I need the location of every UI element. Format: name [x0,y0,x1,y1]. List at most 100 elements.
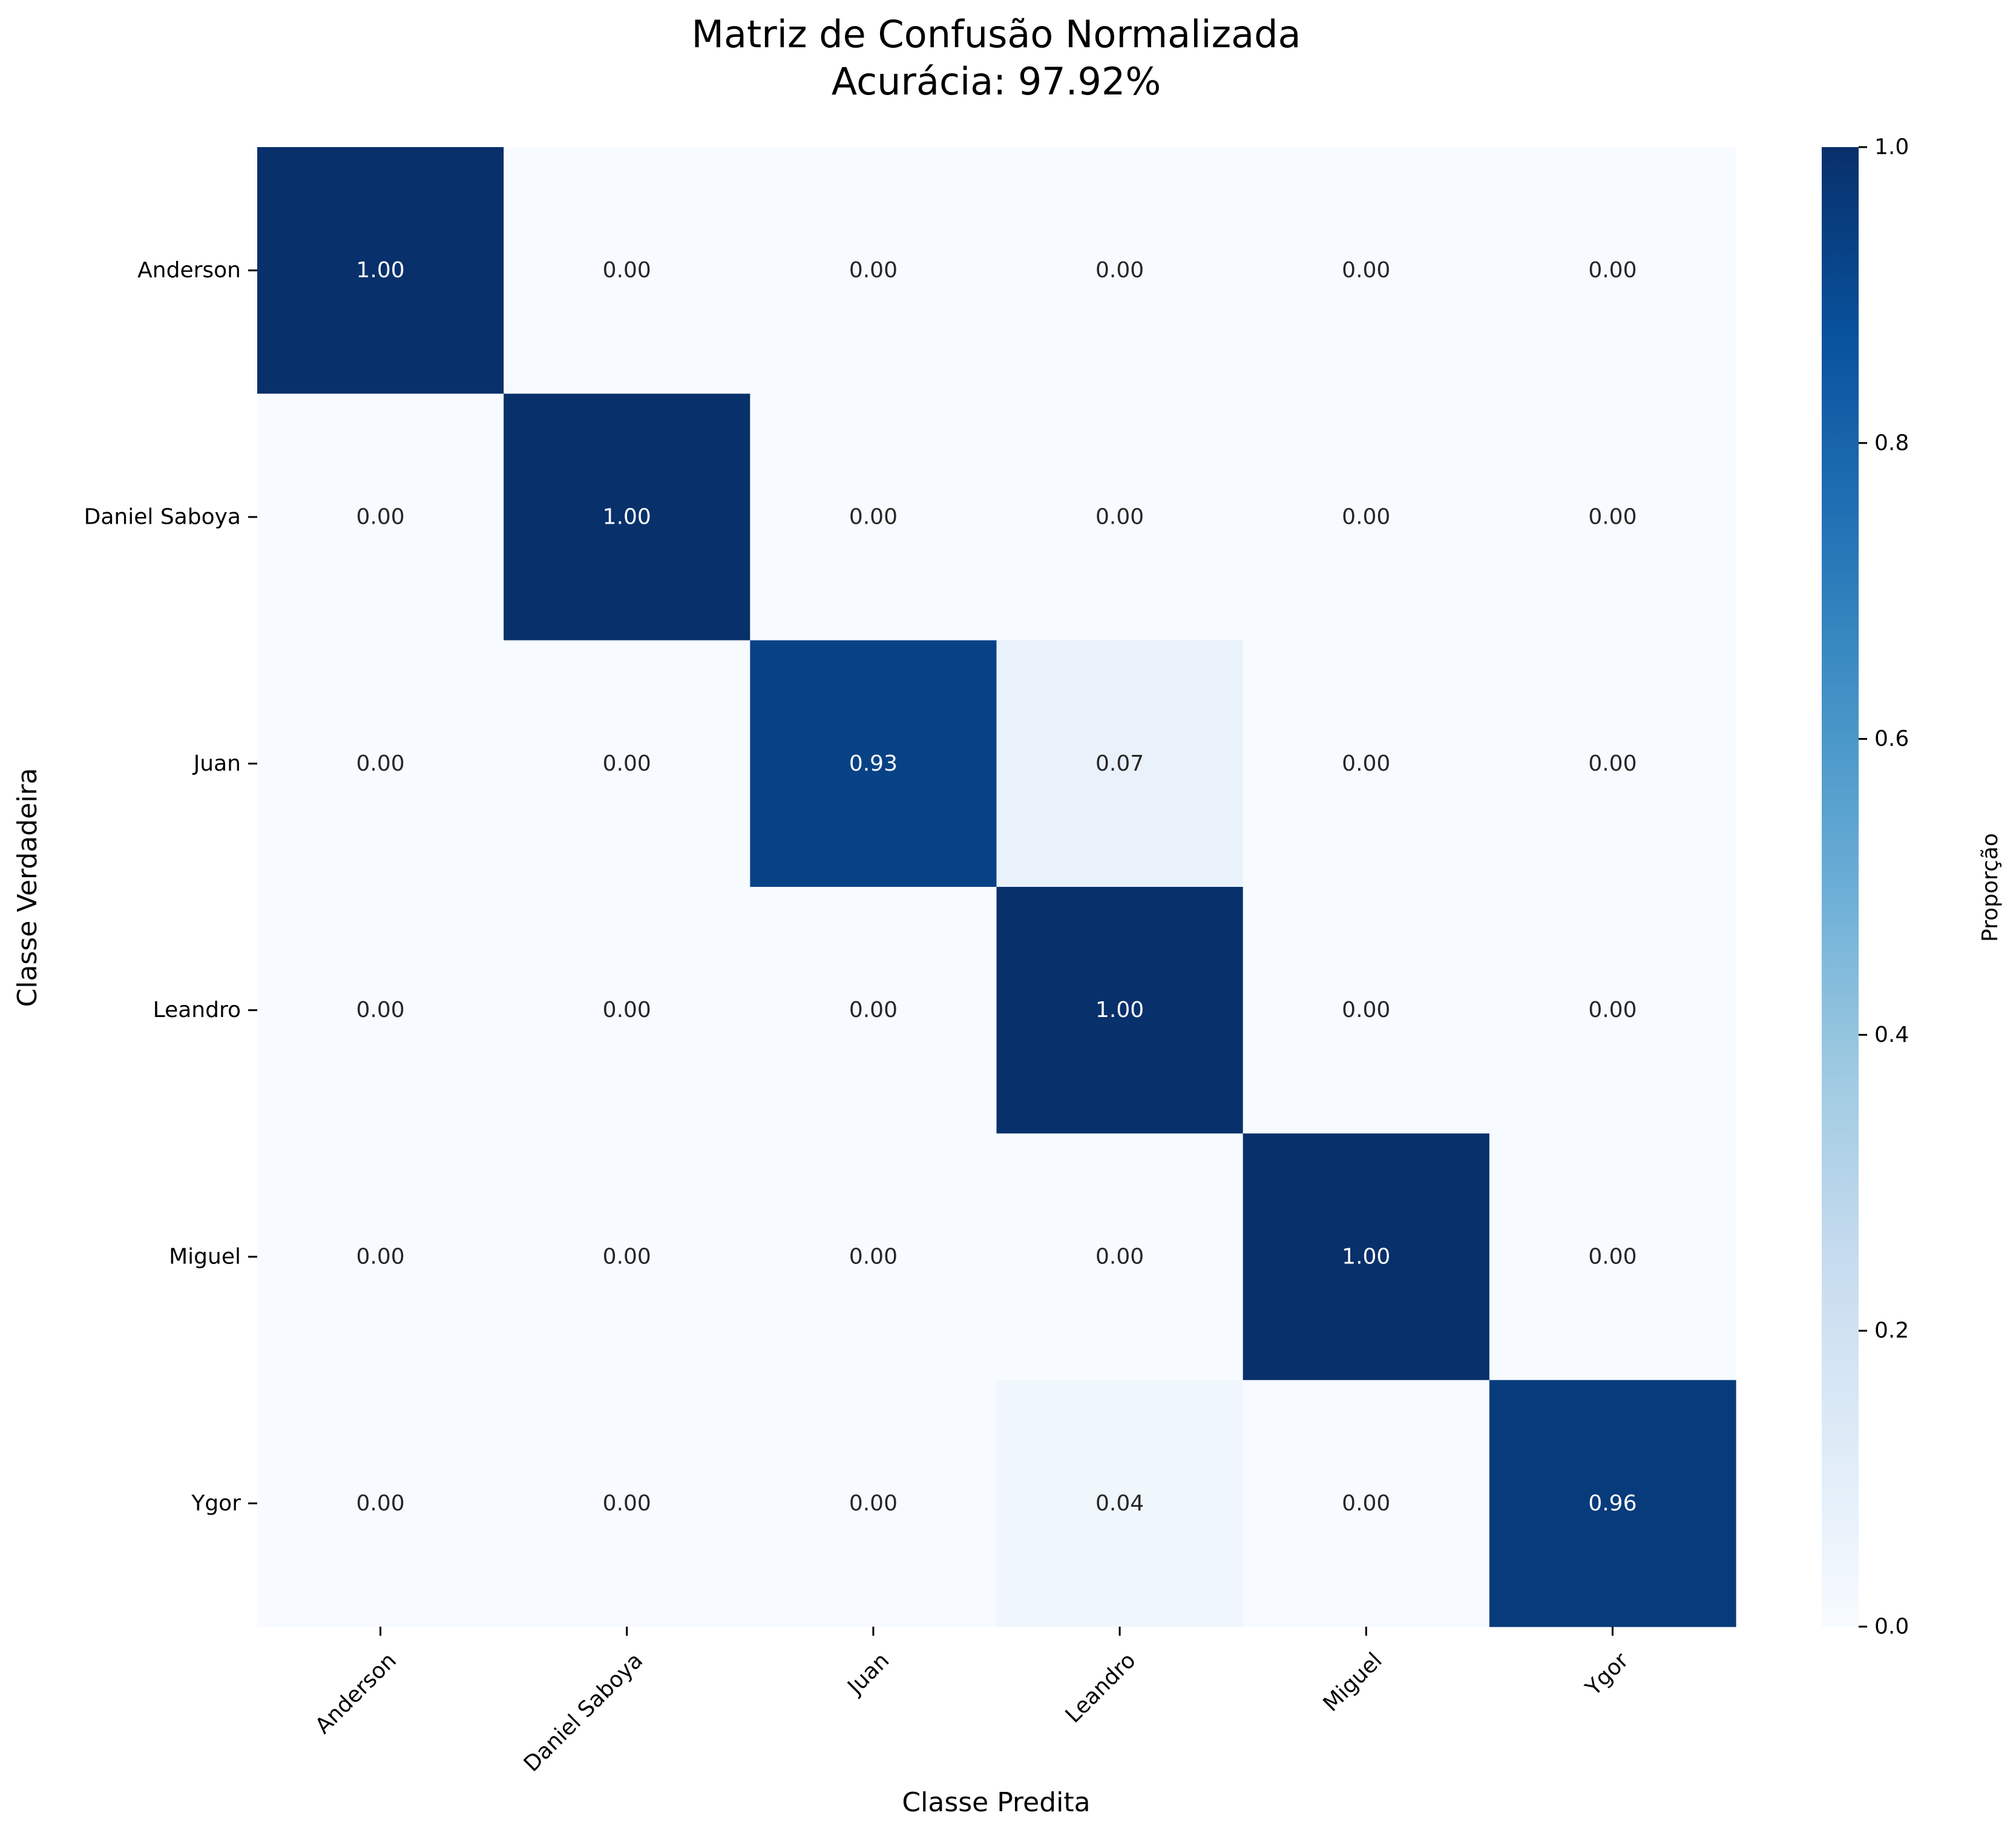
heatmap-cell [257,1133,504,1381]
cell-value-label: 0.00 [1588,998,1637,1022]
heatmap-cell [504,640,750,887]
heatmap-cell [1489,147,1736,394]
colorbar-tick-label: 0.8 [1874,430,1909,455]
y-tick-label: Anderson [137,258,241,283]
heatmap-cell [750,887,997,1134]
cell-value-label: 0.00 [849,1491,898,1516]
heatmap-cell [504,147,750,394]
y-axis-ticks: Anderson Daniel Saboya Juan Leandro Miguel Yg… [84,258,257,1516]
heatmap-cell [996,640,1244,887]
cell-value-label: 0.00 [1342,258,1390,283]
x-axis-ticks: Anderson Daniel Saboya Juan Leandro Miguel Yg… [310,1627,1633,1777]
cell-value-label: 1.00 [1095,998,1144,1022]
heatmap-cell [996,147,1244,394]
cell-value-label: 1.00 [356,258,405,283]
heatmap-cell [257,1380,504,1627]
cell-value-label: 0.00 [1342,998,1390,1022]
heatmap-cell [1489,887,1736,1134]
heatmap-cell [1489,1133,1736,1381]
colorbar-tick-label: 0.2 [1874,1319,1909,1343]
colorbar-tick-label: 0.6 [1874,726,1909,751]
x-tick-label: Leandro [1061,1648,1141,1728]
heatmap-cell [996,887,1244,1134]
cell-value-label: 0.00 [356,998,405,1022]
heatmap-cell [996,393,1244,641]
x-tick-label: Miguel [1319,1648,1387,1716]
heatmap-cell [257,393,504,641]
y-axis-label: Classe Verdadeira [12,768,43,1007]
cell-value-label: 0.00 [849,1245,898,1269]
cell-value-label: 0.00 [603,1491,651,1516]
cell-value-label: 0.00 [603,998,651,1022]
cell-value-label: 0.00 [1342,751,1390,776]
chart-title: Matriz de Confusão Normalizada [692,12,1301,56]
cell-value-label: 0.07 [1095,751,1144,776]
chart-subtitle: Acurácia: 97.92% [832,59,1161,104]
colorbar [1822,147,1859,1627]
heatmap-cell [257,887,504,1134]
cell-value-label: 0.00 [603,1245,651,1269]
heatmap-cell [1243,887,1490,1134]
heatmap-cell [750,640,997,887]
heatmap-cell [504,887,750,1134]
heatmap-cells [257,147,1736,1627]
heatmap-cell [1243,147,1490,394]
cell-value-label: 0.00 [1342,1491,1390,1516]
heatmap-cell [1243,1380,1490,1627]
cell-value-label: 0.04 [1095,1491,1144,1516]
cell-value-label: 0.00 [849,998,898,1022]
heatmap-cell [750,147,997,394]
x-tick-label: Anderson [310,1648,401,1739]
cell-value-label: 0.00 [356,751,405,776]
heatmap-cell [1243,1133,1490,1381]
heatmap-cell [750,1133,997,1381]
cell-value-label: 0.00 [1588,258,1637,283]
cell-value-label: 0.00 [1588,751,1637,776]
y-tick-label: Miguel [169,1245,241,1269]
cell-value-label: 0.00 [603,258,651,283]
colorbar-label: Proporção [1978,833,2003,942]
heatmap-cell [1489,1380,1736,1627]
cell-value-label: 0.00 [356,1245,405,1269]
colorbar-tick-label: 0.4 [1874,1022,1909,1047]
y-tick-label: Juan [192,751,241,776]
cell-value-label: 0.00 [849,258,898,283]
heatmap-cell [1489,393,1736,641]
cell-value-label: 0.00 [356,1491,405,1516]
cell-labels: 1.00 0.00 0.00 0.00 0.00 0.00 0.00 1.00 0.00 0.00… [356,258,1637,1516]
y-tick-label: Ygor [191,1491,241,1516]
x-tick-label: Daniel Saboya [519,1648,648,1776]
cell-value-label: 0.00 [1095,258,1144,283]
heatmap-cell [1243,393,1490,641]
cell-value-label: 0.00 [1342,505,1390,530]
y-tick-label: Daniel Saboya [84,505,241,530]
x-axis-label: Classe Predita [902,1787,1090,1818]
cell-value-label: 0.00 [1588,1245,1637,1269]
colorbar-ticks: 0.0 0.2 0.4 0.6 0.8 1.0 [1859,135,1909,1639]
y-tick-label: Leandro [153,998,241,1022]
heatmap-cell [750,1380,997,1627]
heatmap-cell [257,147,504,394]
cell-value-label: 0.00 [1588,505,1637,530]
colorbar-tick-label: 1.0 [1874,135,1909,160]
x-tick-label: Juan [842,1648,895,1700]
heatmap-cell [504,1133,750,1381]
cell-value-label: 0.96 [1588,1491,1637,1516]
cell-value-label: 0.00 [1095,505,1144,530]
cell-value-label: 1.00 [603,505,651,530]
x-tick-label: Ygor [1580,1648,1633,1701]
heatmap-cell [504,393,750,641]
colorbar-tick-label: 0.0 [1874,1615,1909,1639]
heatmap-cell [1489,640,1736,887]
heatmap-cell [750,393,997,641]
cell-value-label: 0.93 [849,751,898,776]
heatmap-cell [504,1380,750,1627]
cell-value-label: 0.00 [603,751,651,776]
heatmap-cell [257,640,504,887]
cell-value-label: 0.00 [849,505,898,530]
cell-value-label: 0.00 [356,505,405,530]
heatmap-cell [996,1380,1244,1627]
heatmap-cell [1243,640,1490,887]
cell-value-label: 0.00 [1095,1245,1144,1269]
